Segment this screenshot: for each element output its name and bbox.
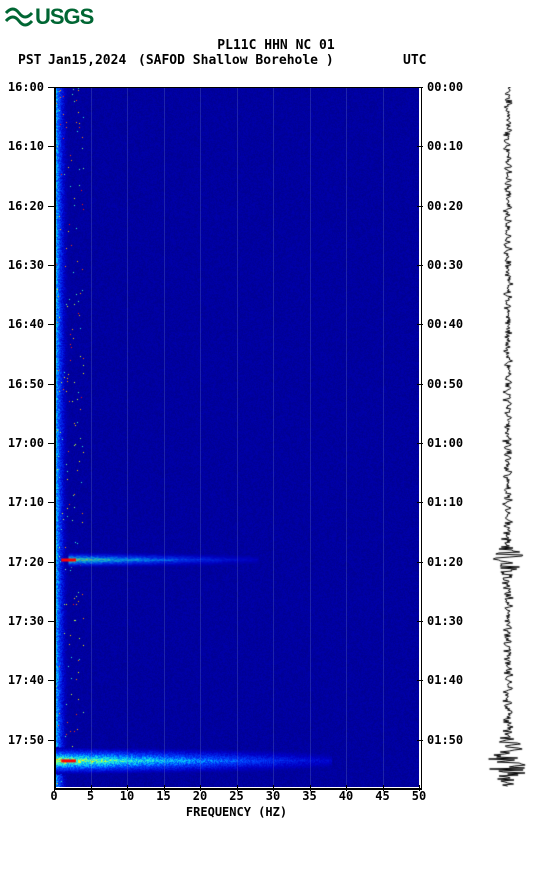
y-axis-left: 16:0016:1016:2016:3016:4016:5017:0017:10… (0, 87, 50, 787)
grid-line (273, 87, 274, 787)
y-tick-left: 16:20 (8, 199, 44, 213)
x-tick: 0 (50, 789, 57, 803)
station-name: (SAFOD Shallow Borehole ) (138, 53, 334, 68)
grid-line (200, 87, 201, 787)
y-tick-right: 01:30 (427, 614, 463, 628)
y-tick-left: 16:00 (8, 80, 44, 94)
grid-line (164, 87, 165, 787)
seismogram-column (482, 87, 534, 787)
y-tick-right: 01:00 (427, 436, 463, 450)
y-tick-left: 17:20 (8, 555, 44, 569)
usgs-logo: USGS (5, 4, 93, 30)
y-tick-right: 01:40 (427, 673, 463, 687)
grid-line (237, 87, 238, 787)
x-tick: 40 (339, 789, 353, 803)
x-axis: 05101520253035404550 FREQUENCY (HZ) (54, 787, 419, 827)
x-tick: 25 (229, 789, 243, 803)
x-tick: 30 (266, 789, 280, 803)
grid-line (346, 87, 347, 787)
y-tick-left: 16:50 (8, 377, 44, 391)
usgs-logo-text: USGS (35, 4, 93, 30)
y-tick-right: 01:10 (427, 495, 463, 509)
y-tick-left: 17:50 (8, 733, 44, 747)
station-code: PL11C HHN NC 01 (0, 38, 552, 53)
seismogram-canvas (482, 87, 534, 787)
grid-line (310, 87, 311, 787)
y-axis-right: 00:0000:1000:2000:3000:4000:5001:0001:10… (421, 87, 475, 787)
y-tick-left: 17:00 (8, 436, 44, 450)
grid-line (383, 87, 384, 787)
x-axis-label: FREQUENCY (HZ) (54, 805, 419, 819)
y-tick-left: 17:10 (8, 495, 44, 509)
x-tick: 35 (302, 789, 316, 803)
date-label: Jan15,2024 (48, 53, 126, 68)
y-tick-left: 16:30 (8, 258, 44, 272)
y-tick-right: 01:20 (427, 555, 463, 569)
spectrogram-plot (54, 87, 419, 787)
y-tick-right: 00:00 (427, 80, 463, 94)
x-tick: 20 (193, 789, 207, 803)
y-tick-right: 00:10 (427, 139, 463, 153)
y-tick-right: 00:30 (427, 258, 463, 272)
x-tick: 5 (87, 789, 94, 803)
y-tick-left: 17:30 (8, 614, 44, 628)
grid-line (91, 87, 92, 787)
x-tick: 10 (120, 789, 134, 803)
utc-label: UTC (403, 53, 426, 68)
y-tick-right: 00:50 (427, 377, 463, 391)
x-tick: 15 (156, 789, 170, 803)
pst-label: PST (18, 53, 41, 68)
x-tick: 50 (412, 789, 426, 803)
y-tick-left: 16:10 (8, 139, 44, 153)
y-tick-left: 17:40 (8, 673, 44, 687)
y-tick-right: 00:20 (427, 199, 463, 213)
y-tick-left: 16:40 (8, 317, 44, 331)
grid-line (127, 87, 128, 787)
y-tick-right: 00:40 (427, 317, 463, 331)
y-tick-right: 01:50 (427, 733, 463, 747)
x-tick: 45 (375, 789, 389, 803)
